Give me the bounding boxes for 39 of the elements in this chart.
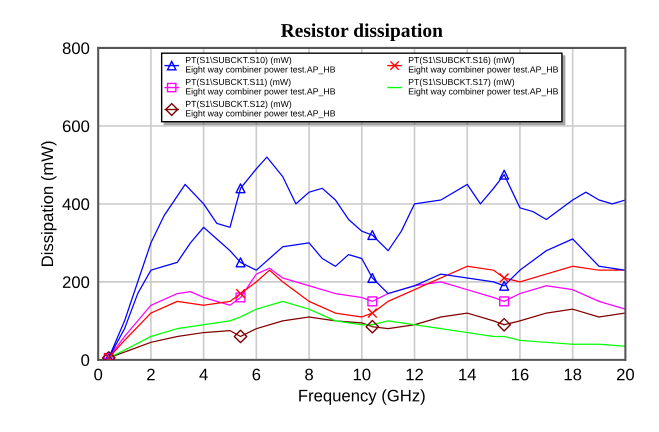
x-tick-label: 8: [305, 368, 313, 380]
point: [365, 320, 380, 334]
x-tick-label: 12: [406, 368, 423, 380]
point: [367, 296, 378, 306]
y-axis-title: Dissipation (mW): [40, 142, 56, 266]
y-tick-label: 800: [62, 42, 90, 54]
x-tick-label: 2: [147, 368, 155, 380]
x-tick-label: 4: [199, 368, 208, 380]
point: [497, 318, 512, 332]
point: [367, 308, 378, 318]
point: [499, 170, 510, 180]
point: [367, 230, 378, 240]
legend-label: PT(S1\SUBCKT.S17) (mW) Eight way combiner power test.AP_HB: [408, 78, 558, 96]
y-tick-label: 600: [62, 120, 90, 132]
x-tick-label: 10: [354, 368, 370, 380]
legend-label: PT(S1\SUBCKT.S16) (mW) Eight way combiner power test.AP_HB: [408, 56, 558, 74]
y-tick-label: 0: [81, 354, 90, 366]
y-tick-label: 400: [62, 198, 90, 210]
point: [235, 288, 246, 299]
point: [234, 330, 248, 344]
x-tick-label: 16: [512, 368, 528, 380]
chart-title: Resistor dissipation: [280, 23, 443, 41]
x-tick-label: 18: [564, 368, 582, 380]
x-tick-label: 6: [252, 368, 260, 380]
x-axis-title: Frequency (GHz): [299, 389, 425, 405]
point: [499, 296, 510, 306]
point: [235, 257, 246, 268]
x-tick-label: 20: [616, 368, 634, 380]
legend-label: PT(S1\SUBCKT.S12) (mW) Eight way combiner power test.AP_HB: [186, 100, 336, 118]
point: [499, 272, 510, 284]
point: [499, 280, 510, 291]
point: [235, 183, 246, 194]
point: [235, 292, 246, 303]
y-tick-label: 200: [62, 276, 90, 288]
x-tick-label: 0: [94, 368, 102, 380]
x-tick-label: 14: [459, 368, 476, 380]
point: [367, 272, 378, 284]
legend-label: PT(S1\SUBCKT.S11) (mW) Eight way combiner power test.AP_HB: [186, 78, 336, 96]
legend-label: PT(S1\SUBCKT.S10) (mW) Eight way combiner power test.AP_HB: [186, 56, 336, 74]
